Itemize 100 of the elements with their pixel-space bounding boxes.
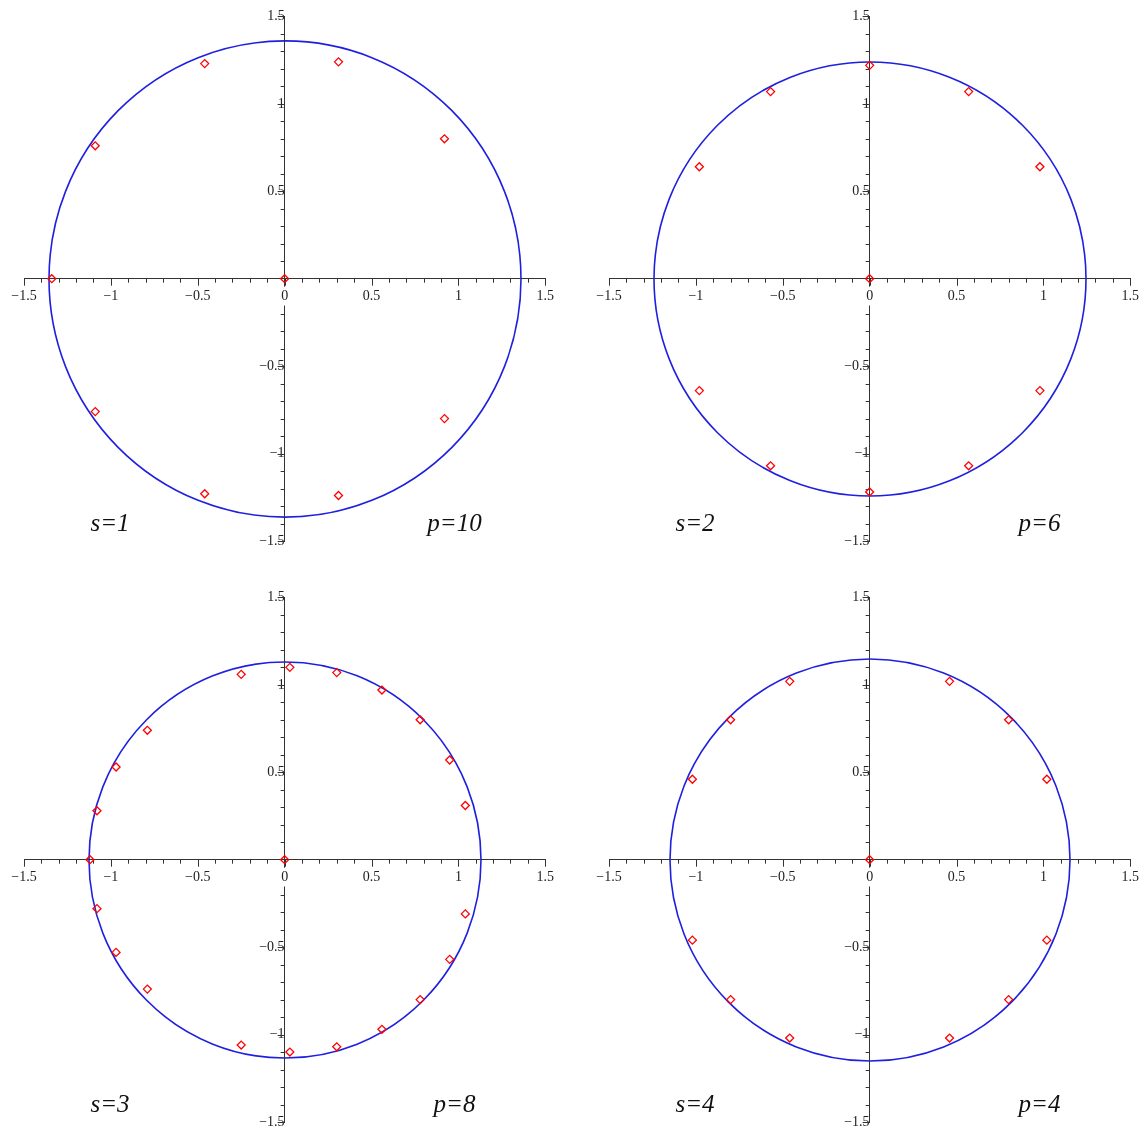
- point: [725, 715, 736, 725]
- point: [377, 1024, 387, 1034]
- x-tick-label: 1.5: [536, 868, 554, 884]
- y-tick-label: 1.5: [852, 589, 870, 605]
- point: [785, 1033, 795, 1043]
- x-tick-label: −1.5: [596, 868, 622, 884]
- point: [765, 86, 776, 97]
- y-tick-label: −0.5: [259, 357, 285, 373]
- point: [944, 676, 955, 686]
- x-tick-label: −0.5: [185, 868, 211, 884]
- point: [1003, 715, 1014, 725]
- point: [439, 413, 450, 424]
- y-tick-label: 1.5: [267, 589, 285, 605]
- x-tick-label: 0.5: [947, 868, 966, 884]
- annotation: s=4: [675, 1090, 715, 1117]
- point: [92, 904, 102, 914]
- point: [1042, 774, 1052, 784]
- x-tick-label: 1: [454, 868, 462, 884]
- point: [1035, 385, 1045, 396]
- x-tick-label: 1.5: [536, 287, 554, 303]
- y-tick-label: −0.5: [259, 938, 285, 954]
- point: [765, 461, 776, 471]
- point: [142, 984, 153, 994]
- point: [90, 406, 100, 417]
- point: [1035, 162, 1045, 172]
- x-tick-label: 1: [1039, 868, 1047, 884]
- point: [47, 274, 57, 284]
- y-tick-label: −1.5: [844, 1113, 870, 1129]
- y-tick-label: −1.5: [259, 532, 285, 548]
- y-tick-label: 0.5: [852, 763, 870, 779]
- point: [1003, 994, 1014, 1005]
- point: [1042, 935, 1052, 945]
- point: [864, 60, 875, 71]
- point: [415, 994, 425, 1005]
- point: [236, 1040, 246, 1050]
- x-tick-label: 1.5: [1121, 287, 1139, 303]
- x-tick-label: −0.5: [770, 287, 796, 303]
- point: [445, 755, 455, 765]
- x-tick-label: 1: [1039, 287, 1047, 303]
- x-tick-label: −1: [103, 287, 119, 303]
- point: [725, 994, 736, 1005]
- point: [90, 141, 100, 151]
- x-tick-label: 1: [454, 287, 462, 303]
- point: [111, 947, 121, 958]
- x-tick-label: 0.5: [362, 868, 381, 884]
- point: [415, 715, 425, 725]
- x-tick-label: 0.5: [362, 287, 381, 303]
- point: [964, 86, 974, 97]
- y-tick-label: 0.5: [267, 182, 285, 198]
- point: [377, 685, 387, 695]
- y-tick-label: 1.5: [852, 8, 870, 24]
- x-tick-label: −1.5: [11, 868, 37, 884]
- point: [200, 58, 210, 69]
- point: [687, 935, 698, 945]
- x-tick-label: −1: [103, 868, 119, 884]
- point: [864, 487, 875, 497]
- y-tick-label: −0.5: [844, 938, 870, 954]
- point: [200, 489, 210, 499]
- x-tick-label: 0: [281, 287, 289, 303]
- y-tick-label: 0.5: [267, 763, 285, 779]
- annotation: s=1: [90, 509, 130, 536]
- point: [85, 855, 95, 865]
- y-tick-label: 1.5: [267, 8, 285, 24]
- point: [694, 162, 704, 172]
- y-tick-label: 0.5: [852, 182, 870, 198]
- point: [460, 909, 470, 919]
- annotation: s=2: [675, 509, 715, 536]
- point: [694, 385, 704, 396]
- x-tick-label: 0: [866, 287, 874, 303]
- x-tick-label: −1: [688, 287, 704, 303]
- annotation: p=4: [1016, 1090, 1061, 1117]
- point: [445, 954, 455, 965]
- annotation: p=10: [425, 509, 483, 536]
- x-tick-label: 0: [866, 868, 874, 884]
- x-tick-label: −1: [688, 868, 704, 884]
- point: [785, 676, 795, 686]
- point: [332, 1042, 342, 1052]
- point: [236, 669, 246, 679]
- point: [944, 1033, 955, 1043]
- point: [333, 490, 344, 501]
- point: [142, 725, 153, 735]
- point: [285, 1047, 295, 1057]
- point: [285, 662, 295, 672]
- x-tick-label: −0.5: [770, 868, 796, 884]
- point: [332, 667, 342, 678]
- point: [460, 800, 470, 811]
- x-tick-label: 1.5: [1121, 868, 1139, 884]
- annotation: s=3: [90, 1090, 130, 1117]
- y-tick-label: −0.5: [844, 357, 870, 373]
- point: [964, 461, 974, 471]
- point: [439, 134, 450, 144]
- point: [111, 762, 121, 772]
- point: [92, 806, 102, 816]
- y-tick-label: −1.5: [844, 532, 870, 548]
- point: [687, 774, 698, 784]
- y-tick-label: −1.5: [259, 1113, 285, 1129]
- x-tick-label: −0.5: [185, 287, 211, 303]
- x-tick-label: −1.5: [596, 287, 622, 303]
- annotation: p=8: [431, 1090, 476, 1117]
- x-tick-label: −1.5: [11, 287, 37, 303]
